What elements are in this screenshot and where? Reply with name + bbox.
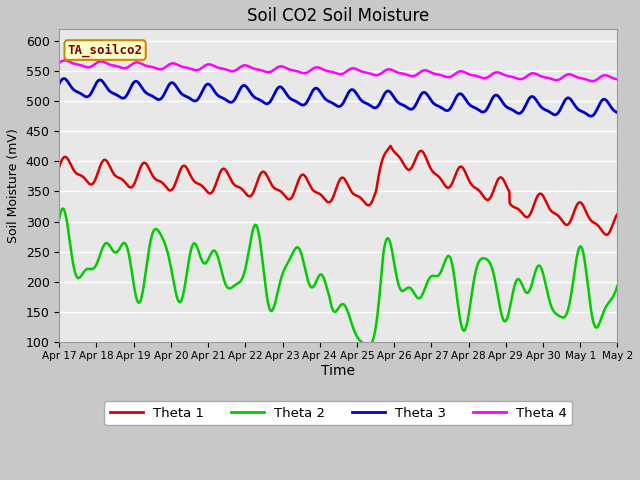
X-axis label: Time: Time [321, 364, 355, 378]
Y-axis label: Soil Moisture (mV): Soil Moisture (mV) [7, 128, 20, 243]
Text: TA_soilco2: TA_soilco2 [68, 43, 143, 57]
Legend: Theta 1, Theta 2, Theta 3, Theta 4: Theta 1, Theta 2, Theta 3, Theta 4 [104, 401, 572, 425]
Title: Soil CO2 Soil Moisture: Soil CO2 Soil Moisture [247, 7, 429, 25]
